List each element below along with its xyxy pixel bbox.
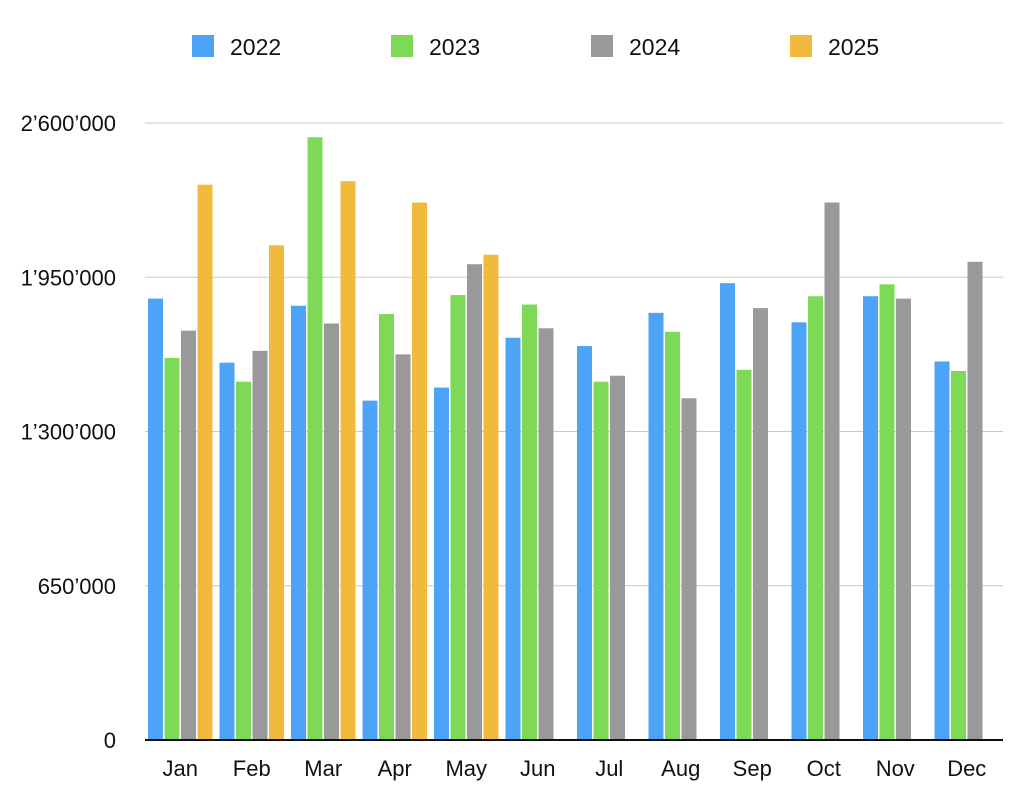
bar-2024-mar [324, 323, 339, 740]
bar-2024-jul [610, 375, 625, 740]
x-tick-label: Nov [876, 756, 915, 781]
chart-legend: 2022 2023 2024 2025 [192, 34, 879, 60]
bar-2022-apr [362, 400, 378, 740]
bar-2023-may [450, 295, 466, 740]
bar-2022-sep [720, 283, 735, 740]
bar-2023-feb [236, 381, 251, 740]
bar-2023-oct [808, 296, 823, 740]
bars [148, 137, 983, 741]
y-tick-label: 2’600’000 [21, 111, 116, 136]
x-axis: Jan Feb Mar Apr May Jun Jul Aug Sep Oct Nov Dec [145, 739, 1003, 781]
bar-2024-feb [252, 350, 268, 740]
bar-2023-apr [379, 314, 394, 740]
y-axis-tick-labels: 0 650’000 1’300’000 1’950’000 2’600’000 [21, 111, 116, 753]
x-tick-label: Jan [163, 756, 198, 781]
bar-2023-aug [665, 331, 680, 740]
bar-2025-apr [412, 202, 427, 741]
bar-2024-jun [538, 328, 554, 740]
legend-label-2024: 2024 [629, 34, 680, 60]
x-tick-label: Feb [233, 756, 271, 781]
x-tick-label: May [445, 756, 487, 781]
bar-2024-sep [753, 308, 768, 740]
bar-2024-aug [681, 398, 697, 740]
bar-2022-jan [148, 298, 163, 740]
legend-swatch-2022 [192, 35, 214, 57]
bar-2023-jul [593, 381, 609, 740]
bar-2024-apr [395, 354, 411, 740]
bar-2025-mar [340, 181, 356, 740]
x-tick-label: Sep [733, 756, 772, 781]
y-tick-label: 0 [104, 728, 116, 753]
bar-2025-jan [197, 184, 213, 740]
legend-label-2023: 2023 [429, 34, 480, 60]
x-tick-label: Oct [807, 756, 841, 781]
x-tick-label: Mar [304, 756, 342, 781]
y-tick-label: 1’300’000 [21, 420, 116, 445]
bar-2022-feb [219, 362, 235, 740]
legend-swatch-2023 [391, 35, 413, 57]
x-tick-label: Jul [595, 756, 623, 781]
bar-2024-nov [896, 298, 911, 740]
legend-label-2025: 2025 [828, 34, 879, 60]
bar-2023-nov [879, 284, 895, 740]
bar-2025-feb [269, 245, 284, 741]
bar-2022-oct [791, 322, 807, 740]
bar-2022-aug [648, 312, 664, 740]
bar-2022-dec [934, 361, 950, 740]
bar-2022-jun [505, 337, 521, 740]
bar-2023-jun [522, 304, 537, 740]
bar-2024-may [467, 264, 482, 740]
bar-2024-dec [967, 261, 983, 740]
bar-2023-dec [951, 370, 966, 740]
legend-swatch-2024 [591, 35, 613, 57]
bar-2022-jul [577, 346, 592, 740]
gridlines [145, 122, 1003, 587]
legend-swatch-2025 [790, 35, 812, 57]
bar-2023-jan [164, 357, 180, 740]
x-tick-label: Aug [661, 756, 700, 781]
y-tick-label: 1’950’000 [21, 265, 116, 290]
bar-2022-nov [863, 296, 878, 740]
bar-2022-may [434, 387, 449, 740]
x-tick-label: Jun [520, 756, 555, 781]
bar-2025-may [483, 254, 499, 741]
bar-2024-jan [181, 330, 196, 740]
bar-2023-mar [307, 137, 323, 740]
bar-2023-sep [736, 369, 752, 740]
bar-2022-mar [291, 305, 306, 740]
x-tick-label: Apr [378, 756, 412, 781]
legend-label-2022: 2022 [230, 34, 281, 60]
bar-2024-oct [824, 202, 840, 741]
y-tick-label: 650’000 [38, 574, 116, 599]
x-tick-label: Dec [947, 756, 986, 781]
